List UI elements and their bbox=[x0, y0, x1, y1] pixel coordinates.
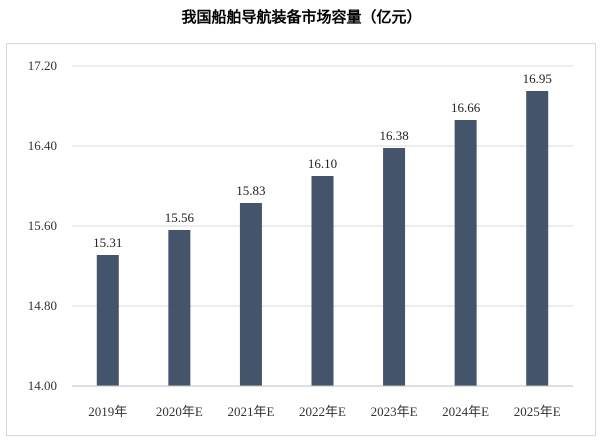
data-labels: 15.31 15.56 15.83 16.10 16.38 16.66 16.95 bbox=[93, 71, 552, 250]
bar bbox=[96, 255, 119, 386]
x-tick-label: 2025年E bbox=[514, 404, 561, 419]
data-label: 15.83 bbox=[236, 183, 265, 198]
y-tick-label: 14.00 bbox=[28, 378, 57, 393]
bar bbox=[311, 176, 334, 386]
data-label: 16.38 bbox=[379, 128, 408, 143]
bar bbox=[239, 203, 262, 386]
chart-frame bbox=[6, 43, 596, 436]
y-tick-label: 14.80 bbox=[28, 298, 57, 313]
data-label: 16.95 bbox=[523, 71, 552, 86]
y-tick-label: 17.20 bbox=[28, 58, 57, 73]
x-tick-label: 2023年E bbox=[371, 404, 418, 419]
y-tick-label: 15.60 bbox=[28, 218, 57, 233]
x-tick-label: 2019年 bbox=[88, 404, 127, 419]
chart-title: 我国船舶导航装备市场容量（亿元） bbox=[181, 8, 422, 26]
y-tick-label: 16.40 bbox=[28, 138, 57, 153]
data-label: 16.10 bbox=[308, 156, 337, 171]
x-axis-tick-labels: 2019年 2020年E 2021年E 2022年E 2023年E 2024年E 2025年… bbox=[88, 404, 560, 419]
bar bbox=[454, 120, 477, 386]
bar bbox=[383, 148, 406, 386]
data-label: 15.56 bbox=[165, 210, 195, 225]
y-axis-tick-labels: 14.00 14.80 15.60 16.40 17.20 bbox=[28, 58, 57, 393]
bars bbox=[96, 91, 549, 386]
bar bbox=[526, 91, 549, 386]
x-tick-label: 2022年E bbox=[299, 404, 346, 419]
data-label: 16.66 bbox=[451, 100, 481, 115]
x-tick-label: 2021年E bbox=[227, 404, 274, 419]
data-label: 15.31 bbox=[93, 235, 122, 250]
x-tick-label: 2024年E bbox=[442, 404, 489, 419]
x-tick-label: 2020年E bbox=[156, 404, 203, 419]
bar bbox=[168, 230, 191, 386]
